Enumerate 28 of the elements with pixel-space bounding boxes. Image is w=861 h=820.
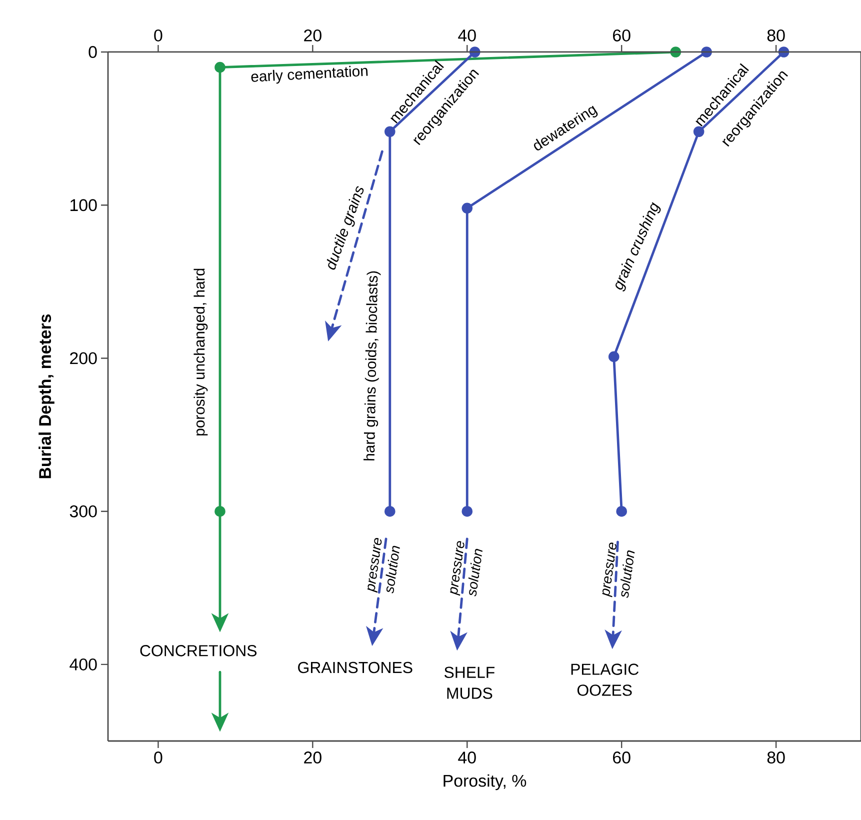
x-tick-label: 0 (154, 752, 162, 764)
annotation: PELAGIC OOZES (571, 664, 639, 696)
y-tick-label: 400 (70, 658, 97, 670)
x-tick-label: 40 (458, 752, 476, 764)
y-tick-label: 100 (70, 199, 97, 212)
annotation: pressure solution (602, 542, 635, 598)
annotation: pressure solution (450, 541, 482, 596)
x-tick-label: 60 (613, 752, 630, 764)
x2-tick-label: 0 (154, 29, 162, 42)
x-tick-label: 80 (767, 752, 785, 764)
annotation: pressure solution (367, 538, 400, 594)
annotation: ductile grains (326, 186, 364, 270)
x-tick-label: 20 (304, 752, 322, 764)
annotation: GRAINSTONES (298, 662, 412, 674)
x2-tick-label: 60 (613, 29, 630, 42)
y-tick-label: 300 (70, 505, 97, 518)
y-axis-title: Burial Depth, meters (38, 314, 54, 478)
annotation: porosity unchanged, hard (194, 268, 208, 436)
x-axis-title: Porosity, % (444, 774, 526, 790)
y-tick-label: 200 (70, 352, 97, 364)
annotation: hard grains (ooids, bioclasts) (364, 271, 381, 460)
x2-tick-label: 80 (767, 29, 785, 42)
annotation: SHELF MUDS (444, 666, 494, 699)
annotation: early cementation (251, 66, 368, 84)
x2-tick-label: 20 (304, 29, 322, 42)
x2-tick-label: 40 (458, 29, 476, 42)
y-tick-label: 0 (88, 46, 97, 58)
annotation: CONCRETIONS (140, 645, 257, 656)
